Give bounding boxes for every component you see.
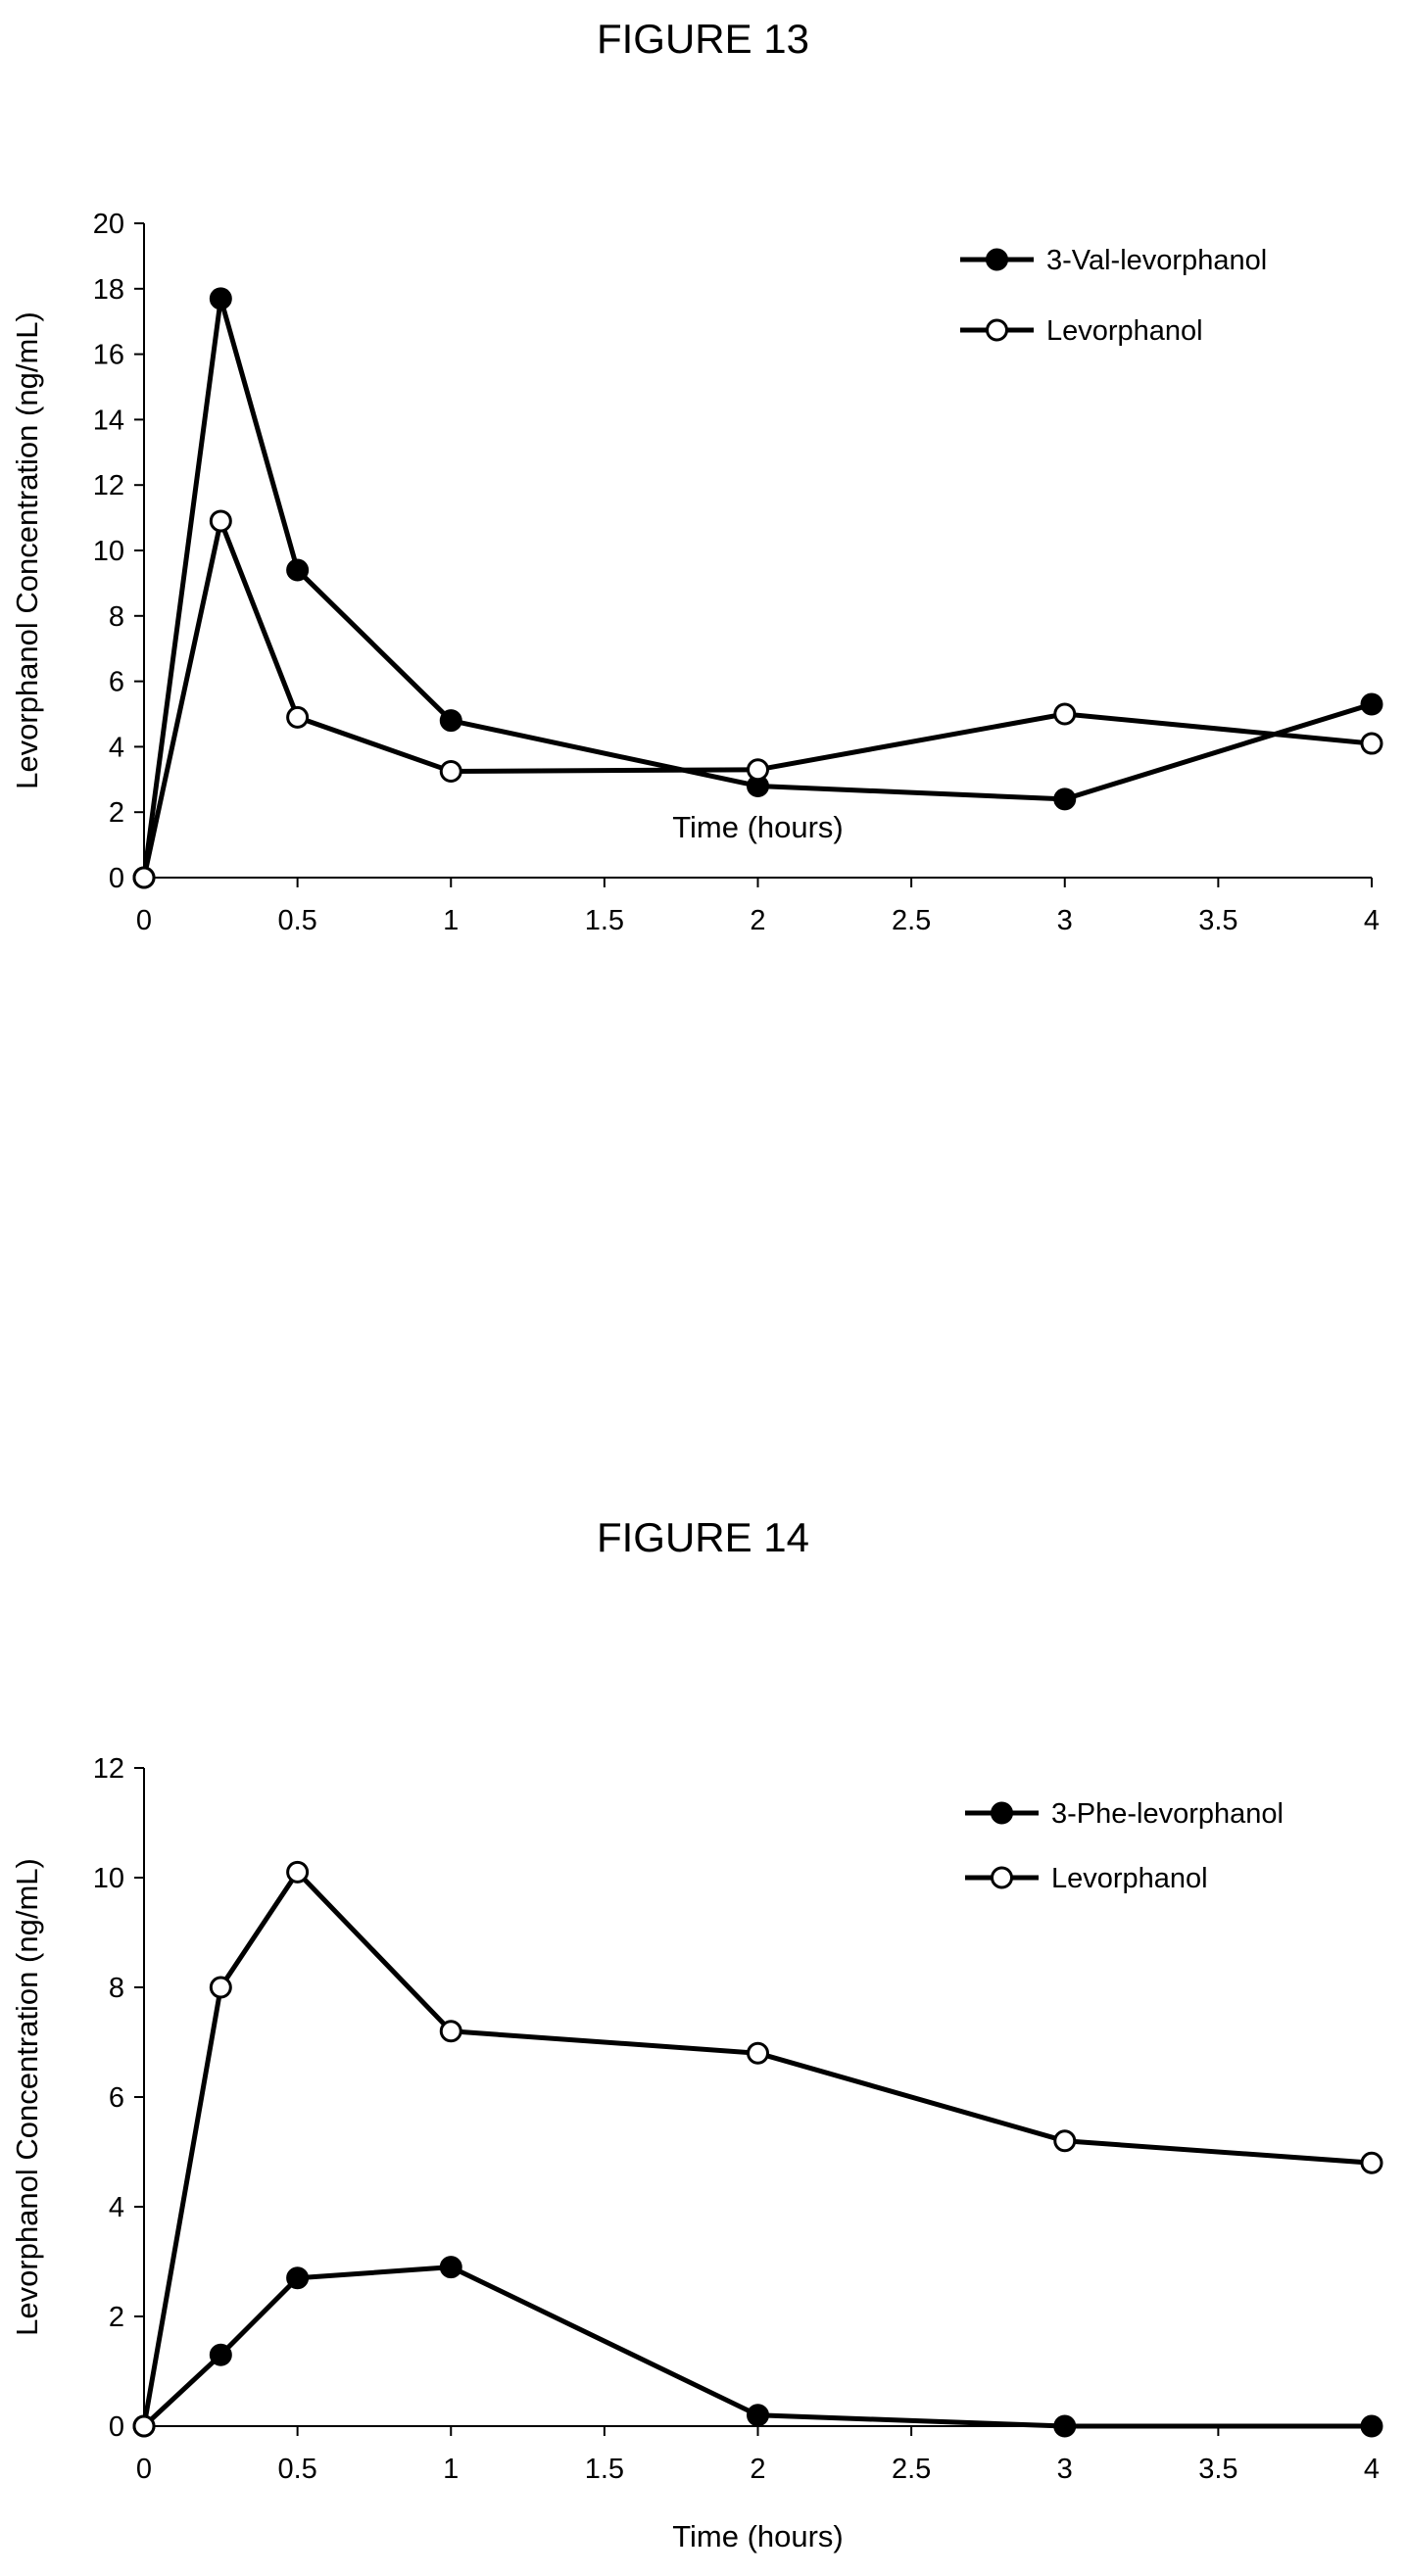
x-tick-label: 1 <box>443 905 459 936</box>
y-tick-label: 16 <box>93 340 124 371</box>
legend-label: Levorphanol <box>1051 1863 1208 1894</box>
x-tick-label: 4 <box>1364 905 1380 936</box>
figure-13-chart: 0 2 4 6 8 10 12 14 16 18 20 0 0.5 1 1.5 2 2.5 3 3.5 4 Time (… <box>10 209 1383 936</box>
x-tick-label: 0 <box>136 2454 152 2485</box>
figure-14-chart: 0 2 4 6 8 10 12 0 0.5 1 1.5 2 2.5 3 3.5 4 Time (hours) Le… <box>10 1753 1383 2553</box>
data-point <box>439 759 462 783</box>
y-tick-label: 4 <box>109 2192 124 2223</box>
y-tick-label: 12 <box>93 470 124 501</box>
x-tick-label: 2 <box>750 905 765 936</box>
data-point <box>209 509 232 533</box>
x-tick-label: 1 <box>443 2454 459 2485</box>
y-tick-label: 6 <box>109 2082 124 2114</box>
y-tick-label: 8 <box>109 601 124 633</box>
figure-13-title: FIGURE 13 <box>596 16 810 62</box>
x-tick-label: 0.5 <box>277 905 316 936</box>
y-tick-label: 4 <box>109 732 124 763</box>
y-tick-label: 10 <box>93 1863 124 1894</box>
y-tick-label: 0 <box>109 2411 124 2443</box>
y-tick-label: 12 <box>93 1753 124 1785</box>
data-point <box>132 866 156 889</box>
y-tick-label: 2 <box>109 797 124 829</box>
data-point <box>1053 787 1077 811</box>
data-point <box>286 705 310 729</box>
figure-14: FIGURE 14 0 2 4 6 8 10 12 0 0.5 1 1.5 2 2.5 3 3.5 4 Time… <box>0 1273 1406 2576</box>
data-point <box>209 1976 232 1999</box>
data-point <box>132 2414 156 2438</box>
x-tick-label: 2 <box>750 2454 765 2485</box>
x-tick-label: 2.5 <box>892 905 931 936</box>
y-axis-label: Levorphanol Concentration (ng/mL) <box>10 1858 44 2336</box>
x-tick-label: 3 <box>1057 905 1073 936</box>
y-tick-label: 2 <box>109 2302 124 2333</box>
x-axis-label: Time (hours) <box>672 2519 844 2553</box>
data-point <box>1360 2414 1383 2438</box>
data-point <box>286 2266 310 2290</box>
data-point <box>1360 2151 1383 2174</box>
series-line-2 <box>141 1869 1373 2427</box>
x-tick-label: 0.5 <box>277 2454 316 2485</box>
legend-label: 3-Val-levorphanol <box>1046 245 1267 276</box>
y-tick-label: 6 <box>109 667 124 698</box>
series-line-1 <box>142 2265 1372 2429</box>
x-tick-label: 2.5 <box>892 2454 931 2485</box>
data-point <box>439 709 462 733</box>
x-tick-label: 1.5 <box>585 2454 624 2485</box>
data-point <box>286 1860 310 1884</box>
legend-marker <box>986 318 1008 342</box>
data-point <box>747 758 769 782</box>
legend-marker <box>986 248 1008 271</box>
figure-13: FIGURE 13 0 2 4 6 8 10 12 14 16 18 20 0 0.5 1 1.5 2 2.5 3… <box>0 0 1406 1273</box>
y-axis-label: Levorphanol Concentration (ng/mL) <box>10 311 44 789</box>
data-point <box>209 287 232 310</box>
x-tick-label: 3 <box>1057 2454 1073 2485</box>
y-tick-label: 0 <box>109 863 124 894</box>
x-tick-label: 3.5 <box>1198 2454 1237 2485</box>
y-tick-label: 10 <box>93 536 124 567</box>
y-tick-label: 20 <box>93 209 124 240</box>
data-point <box>439 2020 462 2043</box>
x-tick-label: 3.5 <box>1198 905 1237 936</box>
x-axis-label: Time (hours) <box>672 810 844 844</box>
data-point <box>1053 2129 1077 2153</box>
figure-14-title: FIGURE 14 <box>596 1514 810 1560</box>
data-point <box>286 558 310 582</box>
legend-label: 3-Phe-levorphanol <box>1051 1798 1284 1830</box>
legend-marker <box>991 1801 1013 1825</box>
x-tick-label: 1.5 <box>585 905 624 936</box>
legend-label: Levorphanol <box>1046 315 1203 347</box>
data-point <box>1053 2414 1077 2438</box>
y-tick-label: 8 <box>109 1973 124 2004</box>
x-tick-label: 0 <box>136 905 152 936</box>
data-point <box>747 2404 769 2427</box>
data-point <box>1360 732 1383 755</box>
x-tick-label: 4 <box>1364 2454 1380 2485</box>
data-point <box>1360 692 1383 716</box>
data-point <box>209 2343 232 2366</box>
legend-marker <box>991 1866 1013 1889</box>
y-tick-label: 18 <box>93 274 124 306</box>
data-point <box>439 2256 462 2279</box>
y-tick-label: 14 <box>93 405 124 436</box>
data-point <box>1053 702 1077 726</box>
data-point <box>747 2041 769 2065</box>
